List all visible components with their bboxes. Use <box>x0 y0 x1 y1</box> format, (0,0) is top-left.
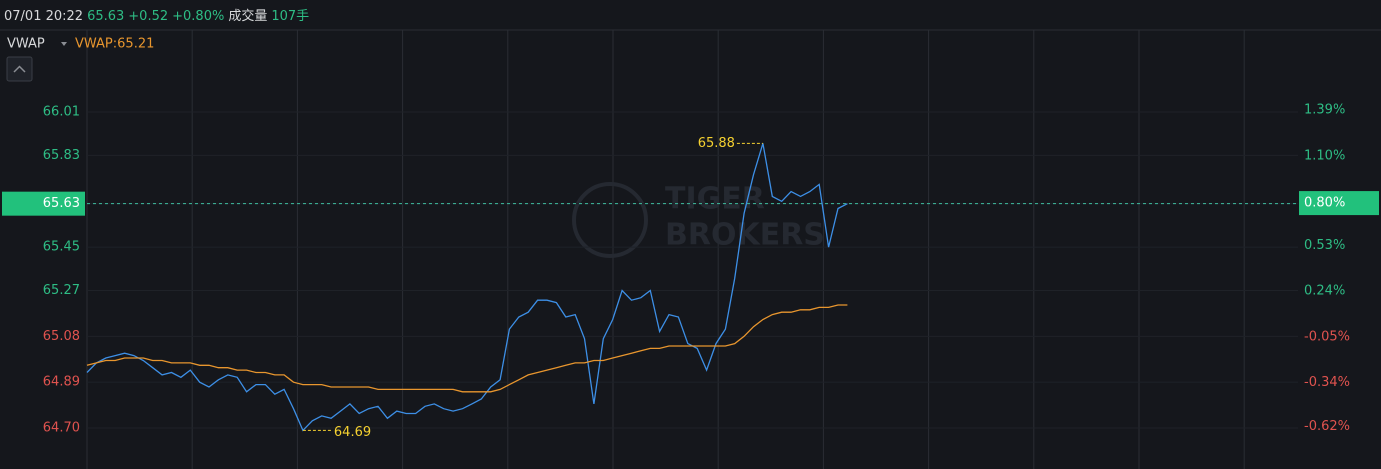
change-pct: +0.80% <box>172 9 225 24</box>
y-tick-label: 65.08 <box>43 329 80 344</box>
y2-tick-label: -0.62% <box>1304 419 1350 434</box>
collapse-icon <box>13 65 26 73</box>
current-pct-box <box>1299 191 1379 216</box>
dropdown-caret[interactable] <box>61 42 67 46</box>
watermark: TIGER <box>665 182 765 217</box>
y2-tick-label: -0.05% <box>1304 329 1350 344</box>
time: 07/01 20:22 <box>4 9 84 24</box>
low-label: 64.69 <box>334 425 371 440</box>
indicator-select[interactable]: VWAP <box>7 37 45 52</box>
legend-entry: VWAP:65.21 <box>75 37 154 52</box>
collapse-button[interactable] <box>6 56 33 82</box>
watermark-logo <box>572 182 648 258</box>
y2-tick-label: -0.34% <box>1304 375 1350 390</box>
y2-tick-label: 1.10% <box>1304 148 1345 163</box>
y-tick-label: 65.83 <box>43 148 80 163</box>
y-tick-label: 65.45 <box>43 240 80 255</box>
y-tick-label: 64.89 <box>43 375 80 390</box>
y2-tick-label: 1.39% <box>1304 103 1345 118</box>
series-line <box>86 143 848 432</box>
y-tick-label: 66.01 <box>43 105 80 120</box>
change: +0.52 <box>128 9 169 24</box>
current-price-box <box>2 191 85 216</box>
volume-label: 成交量 <box>228 9 268 24</box>
series-line <box>86 304 848 393</box>
y-tick-label: 65.63 <box>43 196 80 211</box>
header: 07/01 20:22 65.63 +0.52 +0.80% 成交量 107手 <box>4 5 313 24</box>
high-label: 65.88 <box>698 136 735 151</box>
y-tick-label: 65.27 <box>43 283 80 298</box>
y2-tick-label: 0.53% <box>1304 238 1345 253</box>
price: 65.63 <box>87 9 125 24</box>
volume: 107手 <box>271 9 310 24</box>
y-tick-label: 64.70 <box>43 420 80 435</box>
y2-tick-label: 0.24% <box>1304 284 1345 299</box>
y2-tick-label: 0.80% <box>1304 196 1345 211</box>
